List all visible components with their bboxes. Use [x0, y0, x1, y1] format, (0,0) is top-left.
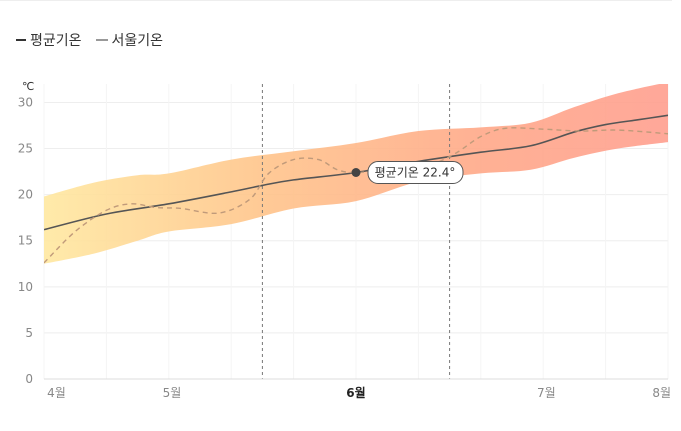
x-tick-label: 7월	[537, 386, 556, 400]
y-tick-label: 0	[25, 372, 33, 386]
chart-legend: 평균기온 서울기온	[16, 30, 177, 50]
x-tick-label: 8월	[652, 386, 671, 400]
axis-layer: 0 5 10 15 20 25 30 4월 5월 6월 7월 8월	[18, 95, 671, 400]
x-tick-label: 4월	[47, 386, 66, 400]
highlight-dot[interactable]	[351, 168, 361, 177]
tooltip-text: 평균기온 22.4°	[375, 166, 456, 180]
legend-solid-swatch	[16, 39, 26, 41]
y-tick-label: 20	[18, 188, 33, 202]
top-divider	[0, 0, 672, 1]
y-tick-label: 5	[25, 326, 33, 340]
marker-layer	[261, 84, 451, 379]
tooltip: 평균기온 22.4°	[351, 161, 464, 184]
y-tick-label: 15	[18, 234, 33, 248]
legend-label-avg: 평균기온	[30, 33, 82, 49]
seoul-temperature-line	[44, 127, 668, 264]
legend-label-seoul: 서울기온	[111, 33, 164, 49]
y-tick-label: 10	[18, 280, 33, 294]
y-tick-label: 30	[18, 95, 33, 109]
y-tick-label: 25	[18, 142, 33, 156]
unit-label: ℃	[22, 80, 34, 93]
x-tick-label: 6월	[346, 385, 365, 400]
legend-item-seoul[interactable]: 서울기온	[95, 30, 164, 50]
x-tick-label: 5월	[163, 386, 182, 400]
legend-item-avg[interactable]: 평균기온	[16, 30, 82, 50]
tooltip-box	[367, 161, 464, 184]
legend-dashed-swatch	[95, 39, 108, 41]
